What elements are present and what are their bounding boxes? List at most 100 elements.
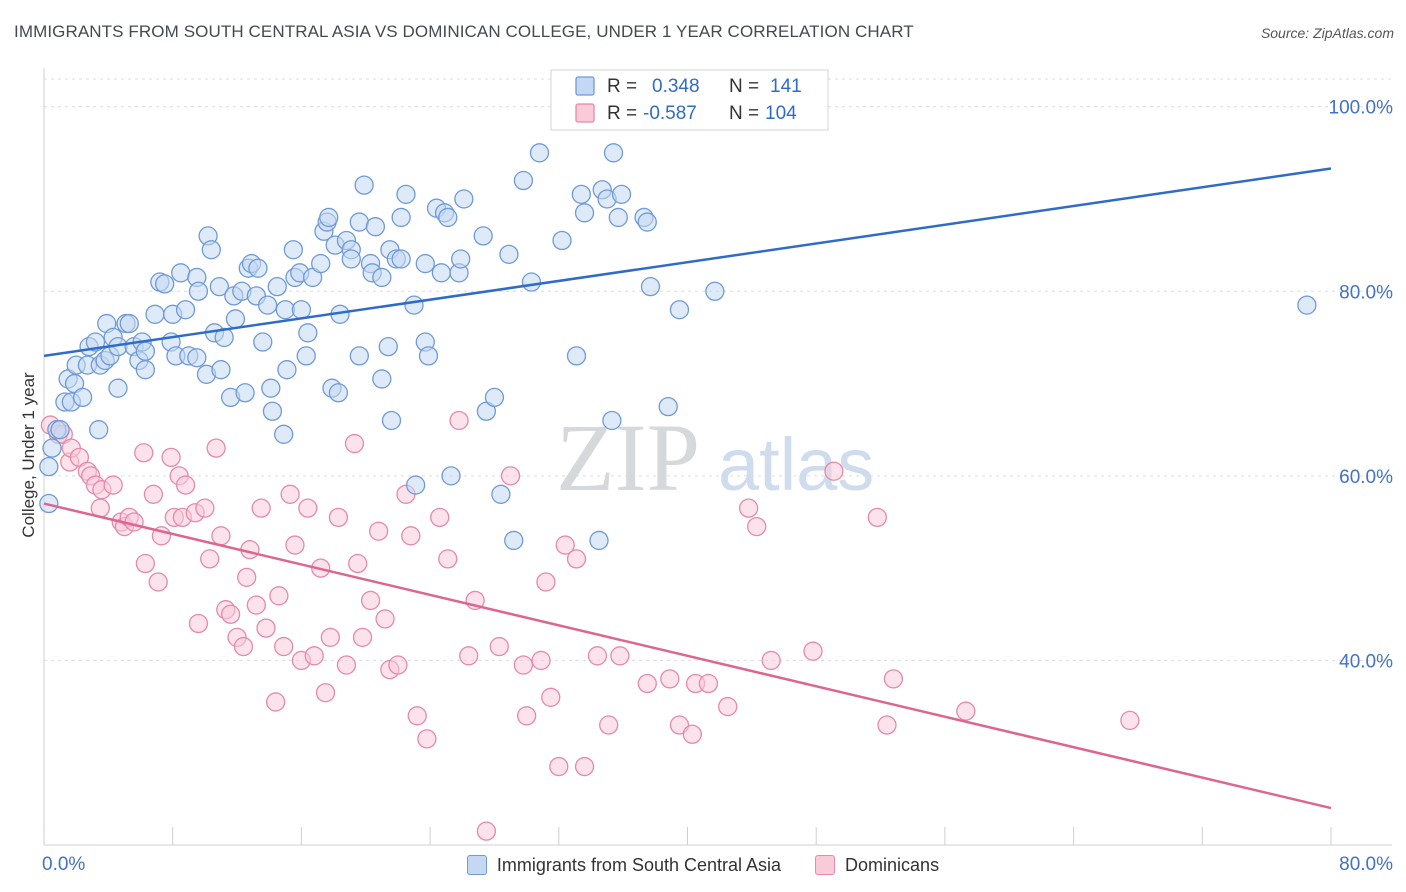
south-central-asia-point <box>119 313 139 334</box>
dominicans-point <box>298 498 318 518</box>
south-central-asia-point <box>319 207 339 228</box>
watermark-zip: ZIP <box>556 404 700 511</box>
series-legend: Immigrants from South Central Asia Domin… <box>0 852 1406 878</box>
south-central-asia-point <box>283 240 304 260</box>
dominicans-point <box>549 756 569 777</box>
dominicans-point <box>660 669 680 689</box>
south-central-asia-point <box>50 420 70 440</box>
dominicans-point <box>134 443 154 463</box>
south-central-asia-point <box>188 281 209 301</box>
south-central-asia-point <box>341 249 361 269</box>
dominicans-point <box>877 715 897 735</box>
south-central-asia-point <box>108 378 128 398</box>
south-central-asia-point <box>608 207 628 228</box>
south-central-asia-point <box>349 346 369 366</box>
south-central-asia-point <box>611 184 632 205</box>
south-central-asia-point <box>552 230 572 251</box>
dominicans-point <box>803 641 823 661</box>
south-central-asia-point <box>257 295 278 315</box>
south-central-asia-point <box>145 304 165 324</box>
dominicans-point <box>195 498 215 518</box>
series-swatch-pink <box>815 855 836 875</box>
dominicans-point <box>407 706 427 726</box>
dominicans-point <box>103 475 123 495</box>
dominicans-point <box>610 646 630 666</box>
dominicans-point <box>1120 710 1140 731</box>
dominicans-point <box>251 498 271 518</box>
south-central-asia-point <box>135 360 156 380</box>
dominicans-point <box>328 507 349 528</box>
y-tick-label: 100.0% <box>1329 98 1394 119</box>
south-central-asia-point <box>391 207 411 228</box>
south-central-asia-point <box>405 475 426 495</box>
chart-source: Source: ZipAtlas.com <box>1260 25 1394 41</box>
south-central-asia-point <box>484 387 505 408</box>
south-central-asia-point <box>637 212 657 232</box>
dominicans-point <box>476 821 497 841</box>
dominicans-point <box>304 646 324 666</box>
south-central-asia-point <box>705 281 725 301</box>
south-central-asia-point <box>261 378 281 398</box>
tick-labels: 40.0% 60.0% 80.0% 100.0% 0.0% 80.0% <box>42 98 1393 875</box>
dominicans-point <box>637 673 657 694</box>
south-central-asia-point <box>225 309 246 329</box>
y-tick-label: 40.0% <box>1339 651 1393 672</box>
dominicans-point <box>513 655 534 675</box>
trend-lines <box>43 167 1332 810</box>
south-central-asia-point <box>201 240 221 260</box>
dominicans-point <box>956 701 976 721</box>
south-central-asia-point <box>372 369 392 389</box>
x-tick-label: 0.0% <box>42 854 85 875</box>
south-central-asia-point <box>328 383 349 403</box>
dominicans-point <box>148 572 168 592</box>
south-central-asia-point <box>491 484 511 504</box>
dominicans-point <box>438 549 458 569</box>
dominicans-point <box>401 526 421 546</box>
dominicans-point <box>175 475 196 495</box>
dominicans-point <box>698 673 719 694</box>
y-tick-label: 60.0% <box>1339 467 1393 488</box>
dominicans-point <box>682 724 702 744</box>
dominicans-point <box>336 655 357 675</box>
south-central-asia-point <box>1297 295 1317 315</box>
south-central-asia-point <box>372 267 392 288</box>
dominicans-point <box>531 650 551 671</box>
south-central-asia-point <box>267 277 287 297</box>
south-central-asia-point <box>566 346 587 366</box>
dominicans-point <box>867 507 887 528</box>
dominicans-point <box>574 756 595 777</box>
dominicans-point <box>516 706 537 726</box>
dominicans-point <box>541 687 561 707</box>
dominicans-point <box>269 586 289 606</box>
south-central-asia-point <box>513 170 534 191</box>
south-central-asia-point <box>275 300 295 320</box>
south-central-asia-point <box>72 387 93 408</box>
south-central-asia-point <box>574 203 595 223</box>
south-central-asia-point <box>349 212 369 232</box>
dominicans-point <box>266 692 286 712</box>
legend-box <box>550 69 829 131</box>
south-central-asia-point <box>404 295 424 315</box>
south-central-asia-point <box>431 263 452 283</box>
south-central-asia-point <box>640 277 661 297</box>
dominicans-point <box>375 609 395 629</box>
dominicans-point <box>220 604 241 624</box>
y-tick-label: 80.0% <box>1339 282 1393 303</box>
dominicans-point <box>449 410 469 431</box>
legend-n-value-pink: 104 <box>765 103 797 124</box>
dominicans-point <box>360 590 381 611</box>
south-central-asia-point <box>354 175 374 195</box>
series-name-pink: Dominicans <box>845 854 940 875</box>
dominicans-point <box>320 627 341 647</box>
south-central-asia-point <box>135 341 156 361</box>
dominicans-point <box>489 636 509 657</box>
dominicans-point <box>459 646 479 666</box>
south-central-asia-point <box>415 253 435 274</box>
dominicans-point <box>200 549 220 569</box>
dominicans-point <box>417 729 437 749</box>
dominicans-points <box>40 410 1140 841</box>
dominicans-point <box>233 636 254 657</box>
dominicans-point <box>256 618 276 638</box>
dominicans-point <box>315 683 336 703</box>
series-name-blue: Immigrants from South Central Asia <box>496 854 782 875</box>
